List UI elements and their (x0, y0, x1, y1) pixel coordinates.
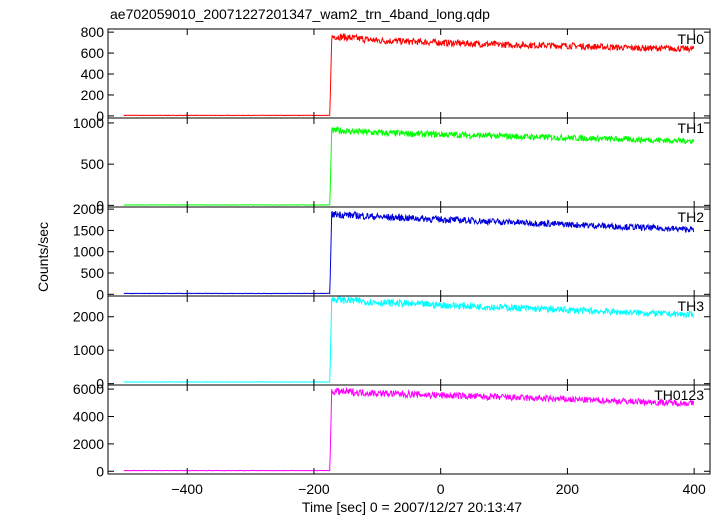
series-line-th2 (123, 211, 695, 295)
y-tick-label: 4000 (73, 408, 104, 424)
panel-frame-th3 (107, 295, 711, 386)
series-label: TH3 (678, 298, 705, 314)
y-tick-label: 200 (81, 87, 105, 103)
y-tick-label: 1000 (73, 342, 104, 358)
y-tick-label: 600 (81, 45, 105, 61)
y-tick-label: 500 (81, 265, 105, 281)
y-tick-label: 1500 (73, 222, 104, 238)
y-tick-label: 0 (96, 197, 104, 213)
y-tick-label: 400 (81, 66, 105, 82)
y-tick-label: 500 (81, 156, 105, 172)
y-tick-label: 6000 (73, 381, 104, 397)
series-line-th0123 (123, 386, 695, 472)
y-tick-label: 800 (81, 24, 105, 40)
y-tick-label: 2000 (73, 201, 104, 217)
y-tick-label: 0 (96, 376, 104, 392)
panel-frame-th1 (107, 117, 711, 208)
x-tick-label: 200 (556, 481, 580, 497)
y-tick-label: 0 (96, 108, 104, 124)
y-tick-label: 1000 (73, 244, 104, 260)
panels: 0 200 400 600 800 TH0 0 500 1000 TH1 0 500 1000 1500 2… (73, 24, 711, 497)
series-line-th3 (123, 296, 694, 383)
series-label: TH0 (678, 31, 705, 47)
series-label: TH2 (678, 209, 705, 225)
y-tick-label: 0 (96, 463, 104, 479)
x-tick-label: 0 (437, 481, 445, 497)
y-tick-label: 2000 (73, 436, 104, 452)
y-axis-label: Counts/sec (35, 222, 51, 292)
chart-title: ae702059010_20071227201347_wam2_trn_4ban… (110, 6, 490, 22)
y-tick-label: 2000 (73, 309, 104, 325)
series-label: TH1 (678, 120, 705, 136)
series-line-th0 (123, 32, 695, 117)
x-tick-label: −400 (171, 481, 203, 497)
panel-frame-th0123 (107, 384, 711, 475)
series-label: TH0123 (654, 387, 704, 403)
x-tick-label: −200 (298, 481, 330, 497)
y-tick-label: 1000 (73, 115, 104, 131)
series-line-th1 (123, 125, 695, 206)
y-tick-label: 0 (96, 286, 104, 302)
x-tick-label: 400 (682, 481, 706, 497)
x-axis-label: Time [sec] 0 = 2007/12/27 20:13:47 (302, 499, 522, 515)
